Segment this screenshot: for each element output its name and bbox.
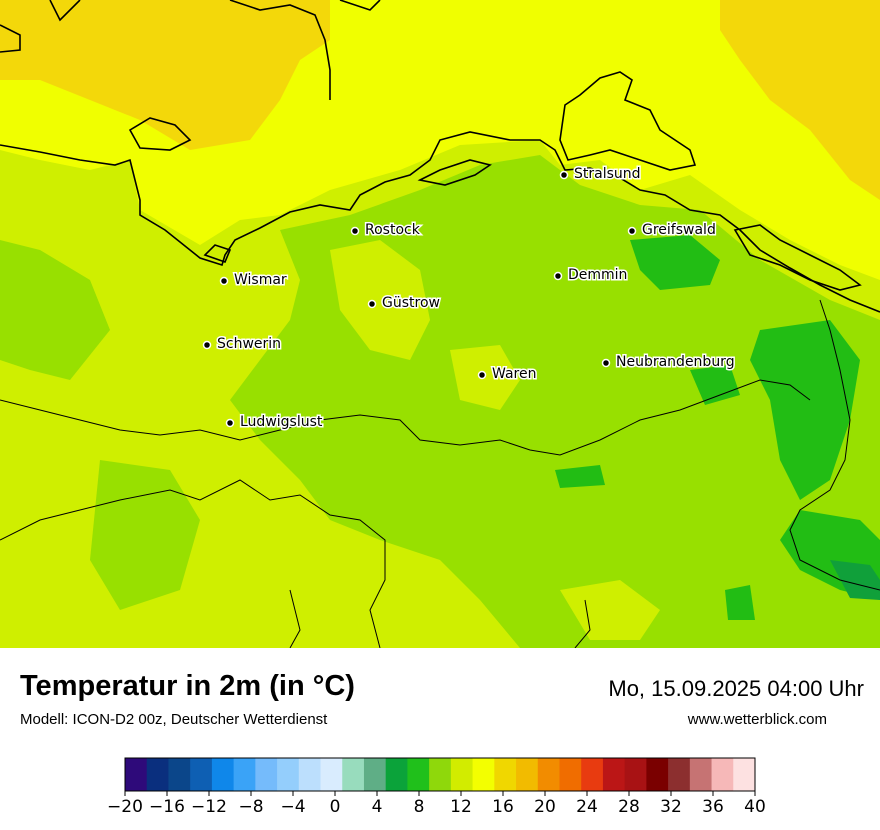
temperature-map: Stralsund Rostock Greifswald Wismar Demmin Gü… <box>0 0 880 648</box>
scale-cell <box>668 758 691 791</box>
coastline <box>0 0 880 313</box>
city-label: Waren <box>492 366 536 382</box>
sea-zone-20c-west <box>0 0 330 150</box>
map-title: Temperatur in 2m (in °C) <box>20 670 355 702</box>
scale-tick-label: 12 <box>450 797 472 817</box>
scale-cell <box>581 758 604 791</box>
scale-ticks: −20 −16 −12 −8 −4 0 4 8 12 16 20 24 28 32 36 40 <box>107 791 766 817</box>
scale-cell <box>711 758 734 791</box>
scale-tick-label: −8 <box>238 797 263 817</box>
city-label: Greifswald <box>642 222 716 238</box>
scale-cell <box>429 758 452 791</box>
land-zone-14c-west <box>0 240 110 380</box>
scale-tick-label: −16 <box>149 797 185 817</box>
city-waren: Waren <box>477 365 538 384</box>
city-layer: Stralsund Rostock Greifswald Wismar Demmin Gü… <box>202 165 736 432</box>
land-zone-12c-southeast <box>750 320 860 500</box>
scale-cell <box>450 758 474 791</box>
land-zone-14c-south <box>90 460 200 610</box>
land-zone-12c-small-3 <box>725 585 755 620</box>
scale-tick-label: 40 <box>744 797 766 817</box>
scale-tick-label: −20 <box>107 797 143 817</box>
city-marker <box>477 370 487 380</box>
scale-cell <box>320 758 343 791</box>
scale-tick-label: 36 <box>702 797 724 817</box>
scale-tick-label: 32 <box>660 797 682 817</box>
city-marker <box>553 271 563 281</box>
scale-cells <box>125 758 756 791</box>
land-zone-16c-guestrow <box>330 240 430 360</box>
city-schwerin: Schwerin <box>202 335 283 354</box>
scale-tick-label: −4 <box>280 797 305 817</box>
land-zone-12c-small-1 <box>690 365 740 405</box>
city-rostock: Rostock <box>350 221 422 240</box>
city-marker <box>627 226 637 236</box>
scale-cell <box>602 758 626 791</box>
scale-cell <box>125 758 148 791</box>
city-marker <box>559 170 569 180</box>
scale-cell <box>277 758 300 791</box>
city-marker <box>219 276 229 286</box>
city-demmin: Demmin <box>553 266 629 285</box>
scale-tick-label: 4 <box>372 797 383 817</box>
scale-cell <box>298 758 322 791</box>
scale-cell <box>689 758 713 791</box>
land-zone-12c-greifswald <box>630 235 720 290</box>
city-ludwigslust: Ludwigslust <box>225 413 324 432</box>
city-gstrow: Güstrow <box>367 294 441 313</box>
city-label: Schwerin <box>217 336 281 352</box>
scale-cell <box>385 758 408 791</box>
city-marker <box>350 226 360 236</box>
scale-tick-label: 28 <box>618 797 640 817</box>
scale-cell <box>516 758 539 791</box>
forecast-datetime: Mo, 15.09.2025 04:00 Uhr <box>608 676 864 701</box>
scale-tick-label: 20 <box>534 797 556 817</box>
scale-cell <box>559 758 582 791</box>
land-zone-16c-south <box>560 580 660 640</box>
scale-cell <box>211 758 235 791</box>
scale-cell <box>168 758 191 791</box>
scale-cell <box>233 758 256 791</box>
city-neubrandenburg: Neubrandenburg <box>601 353 736 372</box>
city-wismar: Wismar <box>219 271 288 290</box>
city-marker <box>601 358 611 368</box>
city-label: Ludwigslust <box>240 414 323 430</box>
scale-cell <box>363 758 387 791</box>
city-label: Güstrow <box>382 295 440 311</box>
scale-cell <box>472 758 495 791</box>
city-label: Neubrandenburg <box>616 354 735 370</box>
scale-cell <box>407 758 430 791</box>
scale-cell <box>733 758 756 791</box>
city-greifswald: Greifswald <box>627 221 717 240</box>
city-label: Wismar <box>234 272 287 288</box>
scale-cell <box>342 758 365 791</box>
scale-tick-label: 0 <box>330 797 341 817</box>
scale-cell <box>537 758 560 791</box>
city-marker <box>202 340 212 350</box>
sea-zone-20c-east <box>720 0 880 200</box>
scale-tick-label: 8 <box>414 797 425 817</box>
model-info: Modell: ICON-D2 00z, Deutscher Wetterdie… <box>20 711 328 728</box>
land-zone-10c-border <box>830 560 880 600</box>
scale-cell <box>646 758 669 791</box>
scale-cell <box>624 758 647 791</box>
scale-tick-label: −12 <box>191 797 227 817</box>
land-zone-12c-small-2 <box>555 465 605 488</box>
scale-tick-label: 24 <box>576 797 598 817</box>
scale-tick-label: 16 <box>492 797 514 817</box>
scale-cell <box>255 758 278 791</box>
color-scale: −20 −16 −12 −8 −4 0 4 8 12 16 20 24 28 32 36 40 <box>107 757 766 817</box>
borders <box>0 299 880 648</box>
scale-cell <box>494 758 517 791</box>
scale-cell <box>190 758 213 791</box>
city-marker <box>367 299 377 309</box>
city-stralsund: Stralsund <box>559 165 642 184</box>
city-marker <box>225 418 235 428</box>
scale-frame <box>124 757 756 792</box>
city-label: Rostock <box>365 222 421 238</box>
city-label: Stralsund <box>574 166 641 182</box>
city-label: Demmin <box>568 267 627 283</box>
scale-cell <box>146 758 169 791</box>
website-link[interactable]: www.wetterblick.com <box>687 711 827 728</box>
